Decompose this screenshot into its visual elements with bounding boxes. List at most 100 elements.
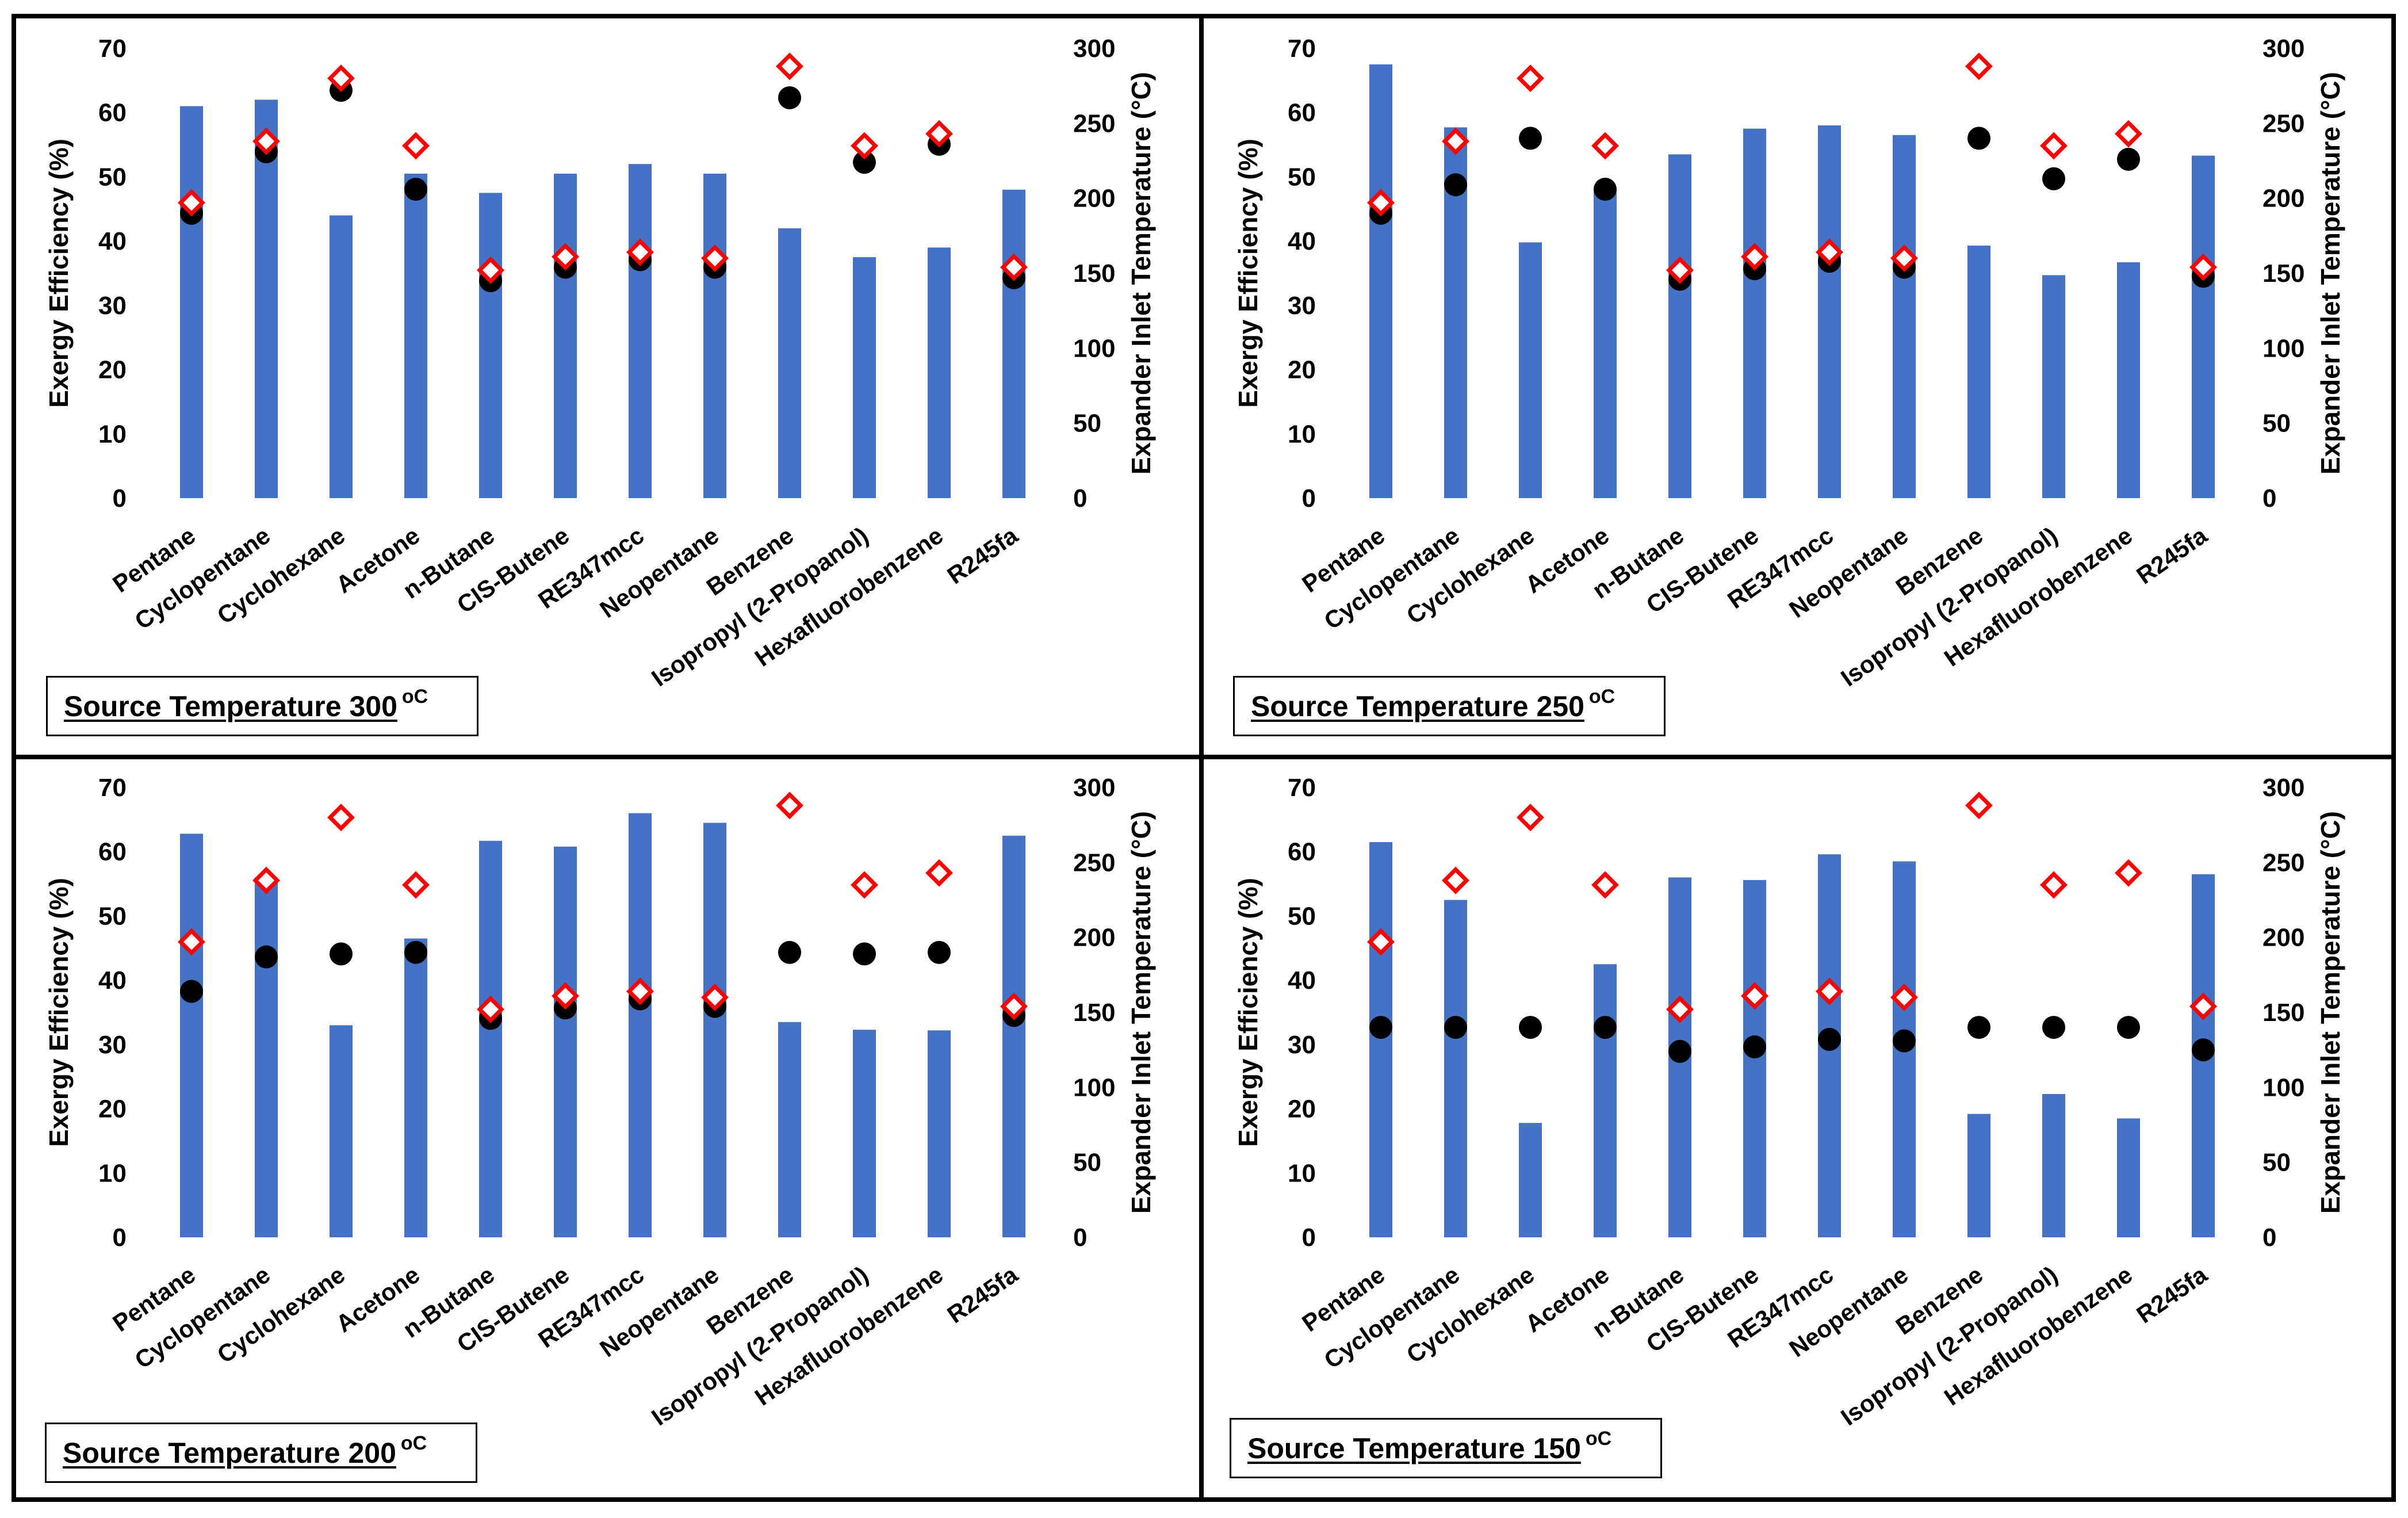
chart-250-inlet-temp-marker <box>1594 178 1617 201</box>
chart-250-critical-temp-marker <box>1816 238 1843 266</box>
chart-200-critical-temp-marker <box>327 804 355 832</box>
chart-150-ylabel-left: Exergy Efficiency (%) <box>1233 878 1263 1147</box>
chart-150-ytick-left: 40 <box>1288 966 1316 995</box>
chart-250-critical-temp-marker <box>1965 52 1993 81</box>
chart-200-bar <box>928 1030 951 1237</box>
chart-150-ytick-left: 10 <box>1288 1159 1316 1187</box>
frame-top <box>12 14 2396 18</box>
chart-250-ytick-right: 0 <box>2262 484 2276 513</box>
chart-200-svg: 0 10 20 30 40 50 60 70 0 50 100 150 200 250 300 Exergy … <box>44 774 1156 1431</box>
chart-200-ytick-right: 0 <box>1073 1223 1087 1252</box>
chart-150-ytick-right: 300 <box>2262 774 2304 802</box>
chart-200-ytick-right: 250 <box>1073 848 1115 877</box>
chart-300-category-label: R245fa <box>942 522 1023 590</box>
chart-200-ylabel-left: Exergy Efficiency (%) <box>44 878 74 1147</box>
chart-150-inlet-temp-marker <box>2192 1038 2215 1062</box>
chart-200-ytick-right: 100 <box>1073 1073 1115 1102</box>
chart-250-ytick-left: 70 <box>1288 35 1316 63</box>
chart-250-inlet-temp-marker <box>1519 127 1542 150</box>
chart-200-ytick-right: 200 <box>1073 924 1115 952</box>
chart-250-ytick-right: 300 <box>2262 35 2304 63</box>
chart-200-bar <box>703 823 726 1237</box>
chart-200-critical-temp-marker <box>626 977 654 1005</box>
chart-300-critical-temp-marker <box>626 238 654 266</box>
chart-150-bar <box>1594 964 1617 1237</box>
chart-150-caption-text: Source Temperature 150 <box>1247 1432 1581 1465</box>
chart-150-inlet-temp-marker <box>1743 1035 1766 1058</box>
chart-250-inlet-temp-marker <box>1967 127 1990 150</box>
chart-300-ytick-right: 300 <box>1073 35 1115 63</box>
chart-300-ytick-left: 60 <box>98 99 127 127</box>
chart-150-critical-temp-marker <box>2189 992 2217 1020</box>
chart-150-svg: 0 10 20 30 40 50 60 70 0 50 100 150 200 250 300 Exergy … <box>1233 774 2345 1431</box>
chart-150-inlet-temp-marker <box>1967 1016 1990 1039</box>
chart-300-critical-temp-marker <box>1000 253 1028 281</box>
chart-200-bar <box>255 877 278 1237</box>
chart-200-ytick-left: 40 <box>98 966 127 995</box>
chart-150-ytick-right: 50 <box>2262 1149 2291 1177</box>
chart-200-ytick-left: 30 <box>98 1031 127 1059</box>
chart-panel-200: 0 10 20 30 40 50 60 70 0 50 100 150 200 250 300 Exergy … <box>0 739 1202 1496</box>
chart-200-caption-text: Source Temperature 200 <box>63 1436 396 1469</box>
chart-150-bar <box>1444 900 1467 1237</box>
chart-250-critical-temp-marker <box>1666 256 1694 284</box>
chart-300-caption-unit: oC <box>401 686 428 708</box>
chart-250-critical-temp-marker <box>1367 189 1395 217</box>
chart-150-ytick-right: 150 <box>2262 999 2304 1027</box>
chart-300-ytick-right: 50 <box>1073 410 1101 438</box>
chart-200-caption: Source Temperature 200 oC <box>45 1423 477 1483</box>
chart-250-bar <box>2192 155 2215 498</box>
chart-200-critical-temp-marker <box>178 928 205 956</box>
chart-150-ytick-right: 200 <box>2262 924 2304 952</box>
chart-150-inlet-temp-marker <box>1668 1039 1691 1063</box>
chart-300-ylabel-right: Expander Inlet Temperature (°C) <box>1126 72 1156 475</box>
chart-250-bar <box>1743 128 1766 499</box>
chart-300-ytick-right: 150 <box>1073 259 1115 288</box>
chart-300-critical-temp-marker <box>776 52 803 81</box>
chart-300-ytick-left: 0 <box>113 484 127 513</box>
chart-250-critical-temp-marker <box>1890 244 1918 272</box>
chart-200-ytick-left: 60 <box>98 838 127 866</box>
chart-250-inlet-temp-marker <box>2042 167 2065 190</box>
chart-250-ylabel-right: Expander Inlet Temperature (°C) <box>2315 72 2345 475</box>
chart-150-bar <box>2042 1093 2065 1237</box>
chart-200-bar <box>629 813 652 1237</box>
chart-150-category-label: Cyclohexane <box>1402 1261 1539 1368</box>
chart-150-ytick-left: 0 <box>1302 1223 1316 1252</box>
chart-200-critical-temp-marker <box>477 995 504 1023</box>
chart-200-critical-temp-marker <box>1000 992 1028 1020</box>
chart-250-ytick-right: 50 <box>2262 410 2291 438</box>
chart-150-critical-temp-marker <box>1517 804 1544 832</box>
chart-250-bar <box>1519 242 1542 498</box>
chart-150-category-label: R245fa <box>2131 1261 2212 1329</box>
chart-150-ytick-left: 70 <box>1288 774 1316 802</box>
chart-300-ytick-left: 30 <box>98 292 127 320</box>
chart-150-bar <box>2117 1118 2140 1237</box>
chart-300-critical-temp-marker <box>178 189 205 217</box>
chart-150-critical-temp-marker <box>1442 866 1469 894</box>
chart-250-bar <box>1668 154 1691 498</box>
chart-200-critical-temp-marker <box>851 871 878 899</box>
chart-300-bar <box>928 247 951 498</box>
chart-200-bar <box>180 833 203 1237</box>
chart-250-ytick-left: 60 <box>1288 99 1316 127</box>
frame-horizontal-divider <box>12 755 2396 759</box>
chart-250-ytick-left: 30 <box>1288 292 1316 320</box>
chart-300-critical-temp-marker <box>402 132 430 160</box>
chart-150-bar <box>1743 880 1766 1237</box>
chart-150-bar <box>1967 1114 1990 1237</box>
chart-250-bar <box>1594 189 1617 498</box>
chart-200-bar <box>853 1030 876 1237</box>
chart-300-critical-temp-marker <box>252 127 280 155</box>
chart-300-bar <box>778 228 801 498</box>
chart-300-critical-temp-marker <box>327 64 355 93</box>
chart-200-ytick-left: 70 <box>98 774 127 802</box>
chart-300-ytick-left: 10 <box>98 420 127 448</box>
chart-250-category-label: R245fa <box>2131 522 2212 590</box>
chart-200-critical-temp-marker <box>402 871 430 899</box>
chart-150-critical-temp-marker <box>1367 928 1395 956</box>
chart-300-critical-temp-marker <box>552 243 579 271</box>
chart-150-inlet-temp-marker <box>1369 1016 1392 1039</box>
chart-250-ytick-right: 100 <box>2262 334 2304 362</box>
chart-300-critical-temp-marker <box>851 132 878 160</box>
